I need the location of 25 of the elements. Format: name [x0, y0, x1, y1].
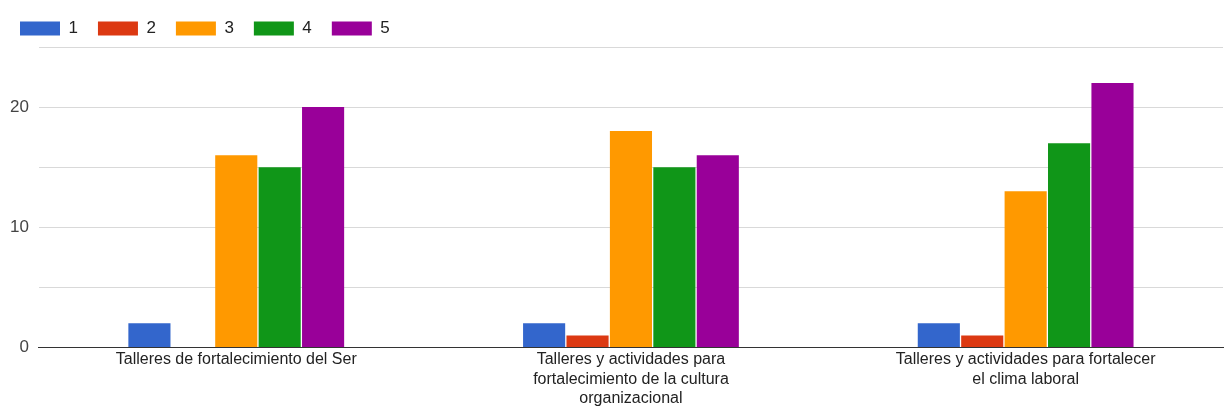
legend-label: 3 [224, 18, 234, 38]
bar [1004, 191, 1047, 347]
bar [523, 323, 566, 347]
x-tick-label: Talleres y actividades para fortalecer el clima laboral [895, 350, 1157, 387]
bar [653, 167, 696, 347]
legend-label: 4 [302, 18, 312, 38]
x-tick-label: Talleres de fortalecimiento del Ser [115, 350, 358, 368]
legend-label: 2 [146, 18, 156, 38]
bar [917, 323, 960, 347]
legend-label: 1 [68, 18, 78, 38]
bar [961, 335, 1004, 347]
bar [566, 335, 609, 347]
y-tick-label: 0 [19, 337, 29, 357]
bar [696, 155, 739, 347]
x-tick-label: Talleres y actividades para fortalecimiento de la cultura organizacional [533, 350, 729, 406]
bar [215, 155, 258, 347]
bar [609, 131, 653, 347]
bar [128, 323, 171, 347]
y-tick-label: 20 [9, 96, 29, 116]
bar [1091, 83, 1134, 347]
bar [302, 107, 345, 347]
bar [258, 167, 301, 347]
legend-label: 5 [380, 18, 390, 38]
bar [1048, 143, 1091, 347]
y-tick-label: 10 [9, 216, 29, 236]
